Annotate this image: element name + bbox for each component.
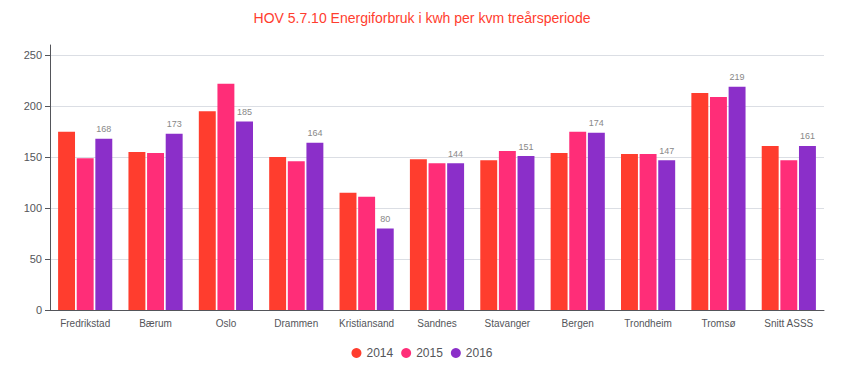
svg-text:174: 174 [589,118,604,128]
svg-text:Drammen: Drammen [274,318,318,329]
svg-text:250: 250 [24,49,42,61]
svg-text:2014: 2014 [366,346,393,360]
svg-text:164: 164 [307,128,322,138]
svg-text:Stavanger: Stavanger [485,318,531,329]
svg-text:HOV 5.7.10 Energiforbruk i kwh: HOV 5.7.10 Energiforbruk i kwh per kvm t… [254,10,591,26]
svg-text:161: 161 [800,131,815,141]
svg-text:2015: 2015 [416,346,443,360]
svg-text:Bergen: Bergen [562,318,594,329]
svg-text:185: 185 [237,107,252,117]
svg-text:Snitt ASSS: Snitt ASSS [764,318,813,329]
svg-text:Fredrikstad: Fredrikstad [60,318,110,329]
svg-text:Sandnes: Sandnes [417,318,456,329]
svg-text:147: 147 [659,146,674,156]
svg-text:173: 173 [167,119,182,129]
svg-text:50: 50 [30,253,42,265]
svg-text:144: 144 [448,149,463,159]
svg-text:Kristiansand: Kristiansand [339,318,394,329]
svg-text:150: 150 [24,151,42,163]
svg-text:168: 168 [96,124,111,134]
svg-text:Bærum: Bærum [139,318,172,329]
svg-text:Oslo: Oslo [216,318,237,329]
svg-text:200: 200 [24,100,42,112]
svg-text:219: 219 [730,72,745,82]
svg-text:2016: 2016 [466,346,493,360]
svg-text:0: 0 [36,304,42,316]
svg-text:80: 80 [380,214,390,224]
svg-text:151: 151 [518,142,533,152]
svg-text:Trondheim: Trondheim [624,318,671,329]
svg-text:Tromsø: Tromsø [701,318,735,329]
svg-text:100: 100 [24,202,42,214]
